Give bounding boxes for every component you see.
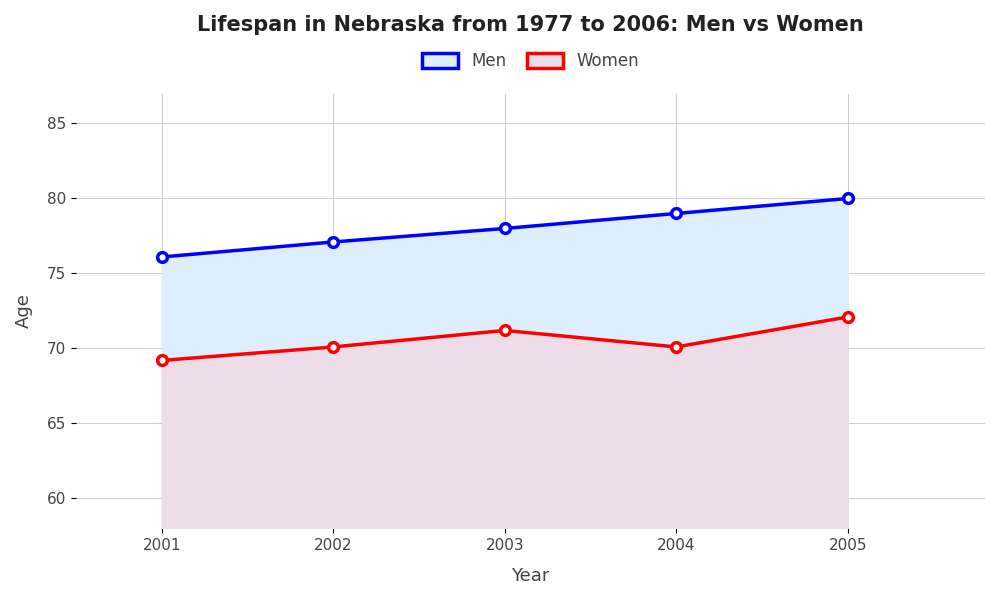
Title: Lifespan in Nebraska from 1977 to 2006: Men vs Women: Lifespan in Nebraska from 1977 to 2006: … bbox=[197, 15, 864, 35]
Y-axis label: Age: Age bbox=[15, 293, 33, 328]
X-axis label: Year: Year bbox=[511, 567, 550, 585]
Legend: Men, Women: Men, Women bbox=[415, 45, 646, 77]
